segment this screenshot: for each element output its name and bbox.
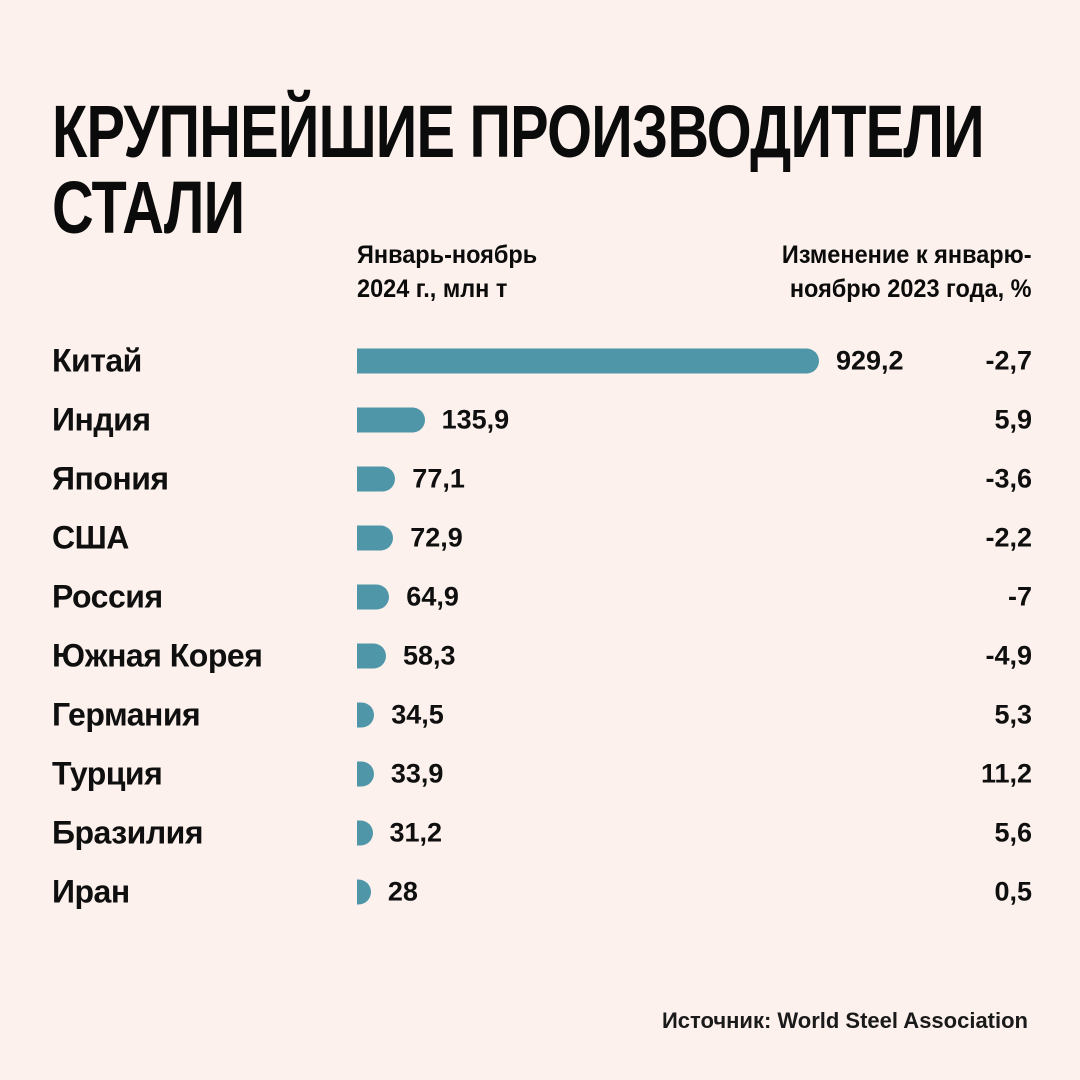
table-row-china: Китай 929,2 -2,7 <box>0 331 1080 390</box>
change-column-header: Изменение к январю- ноябрю 2023 года, % <box>766 238 1032 306</box>
production-value: 58,3 <box>403 640 456 670</box>
bar-chart: Китай 929,2 -2,7 Индия 135,9 5,9 Япония … <box>0 331 1080 921</box>
production-header-line-2: 2024 г., млн т <box>357 275 508 303</box>
production-bar <box>357 348 819 373</box>
change-value: -7 <box>1007 581 1032 611</box>
country-label: Индия <box>52 401 151 437</box>
change-value: -2,2 <box>985 522 1032 552</box>
bar-group: 33,9 <box>357 758 443 789</box>
country-label: Южная Корея <box>52 637 263 673</box>
country-label: Германия <box>52 696 201 732</box>
production-bar <box>357 584 390 609</box>
bar-group: 28 <box>357 876 418 907</box>
bar-group: 72,9 <box>357 522 463 553</box>
source-credit: Источник: World Steel Association <box>661 1008 1028 1033</box>
production-value: 64,9 <box>406 581 459 611</box>
bar-group: 77,1 <box>357 463 465 494</box>
production-bar <box>357 761 374 786</box>
table-row-south-korea: Южная Корея 58,3 -4,9 <box>0 626 1080 685</box>
production-bar <box>357 525 394 550</box>
production-bar <box>357 702 375 727</box>
bar-group: 929,2 <box>357 345 904 376</box>
page-title-line-1: КРУПНЕЙШИЕ ПРОИЗВОДИТЕЛИ <box>52 89 985 173</box>
country-label: Турция <box>52 755 163 791</box>
bar-group: 58,3 <box>357 640 456 671</box>
bar-group: 31,2 <box>357 817 442 848</box>
table-row-russia: Россия 64,9 -7 <box>0 567 1080 626</box>
production-header-line-1: Январь-ноябрь <box>357 241 538 269</box>
table-row-japan: Япония 77,1 -3,6 <box>0 449 1080 508</box>
change-header-line-1: Изменение к январю- <box>782 241 1032 269</box>
bar-group: 64,9 <box>357 581 459 612</box>
change-value: 0,5 <box>994 876 1032 906</box>
change-value: -3,6 <box>985 463 1032 493</box>
change-value: -4,9 <box>985 640 1032 670</box>
country-label: Бразилия <box>52 814 203 850</box>
page-title-line-2: СТАЛИ <box>52 165 245 249</box>
production-value: 34,5 <box>391 699 444 729</box>
table-row-germany: Германия 34,5 5,3 <box>0 685 1080 744</box>
table-row-brazil: Бразилия 31,2 5,6 <box>0 803 1080 862</box>
country-label: Япония <box>52 460 169 496</box>
country-label: Китай <box>52 342 142 378</box>
country-label: США <box>52 519 129 555</box>
page-title: КРУПНЕЙШИЕ ПРОИЗВОДИТЕЛИ СТАЛИ <box>52 89 1080 249</box>
production-bar <box>357 879 371 904</box>
change-header-line-2: ноябрю 2023 года, % <box>790 275 1032 303</box>
change-value: 5,6 <box>994 817 1032 847</box>
country-label: Иран <box>52 873 130 909</box>
change-value: 5,9 <box>994 404 1032 434</box>
table-row-iran: Иран 28 0,5 <box>0 862 1080 921</box>
production-value: 135,9 <box>441 404 510 434</box>
production-bar <box>357 820 373 845</box>
bar-group: 34,5 <box>357 699 444 730</box>
bar-group: 135,9 <box>357 404 509 435</box>
production-bar <box>357 643 386 668</box>
table-row-india: Индия 135,9 5,9 <box>0 390 1080 449</box>
production-value: 33,9 <box>390 758 444 788</box>
change-value: 11,2 <box>980 758 1032 788</box>
production-bar <box>357 466 396 491</box>
production-bar <box>357 407 425 432</box>
change-value: 5,3 <box>994 699 1032 729</box>
change-value: -2,7 <box>985 345 1032 375</box>
production-value: 31,2 <box>389 817 443 847</box>
production-value: 72,9 <box>410 522 463 552</box>
production-value: 28 <box>387 876 418 906</box>
production-column-header: Январь-ноябрь 2024 г., млн т <box>357 238 549 306</box>
country-label: Россия <box>52 578 163 614</box>
table-row-usa: США 72,9 -2,2 <box>0 508 1080 567</box>
production-value: 77,1 <box>412 463 465 493</box>
production-value: 929,2 <box>836 345 904 375</box>
table-row-turkey: Турция 33,9 11,2 <box>0 744 1080 803</box>
